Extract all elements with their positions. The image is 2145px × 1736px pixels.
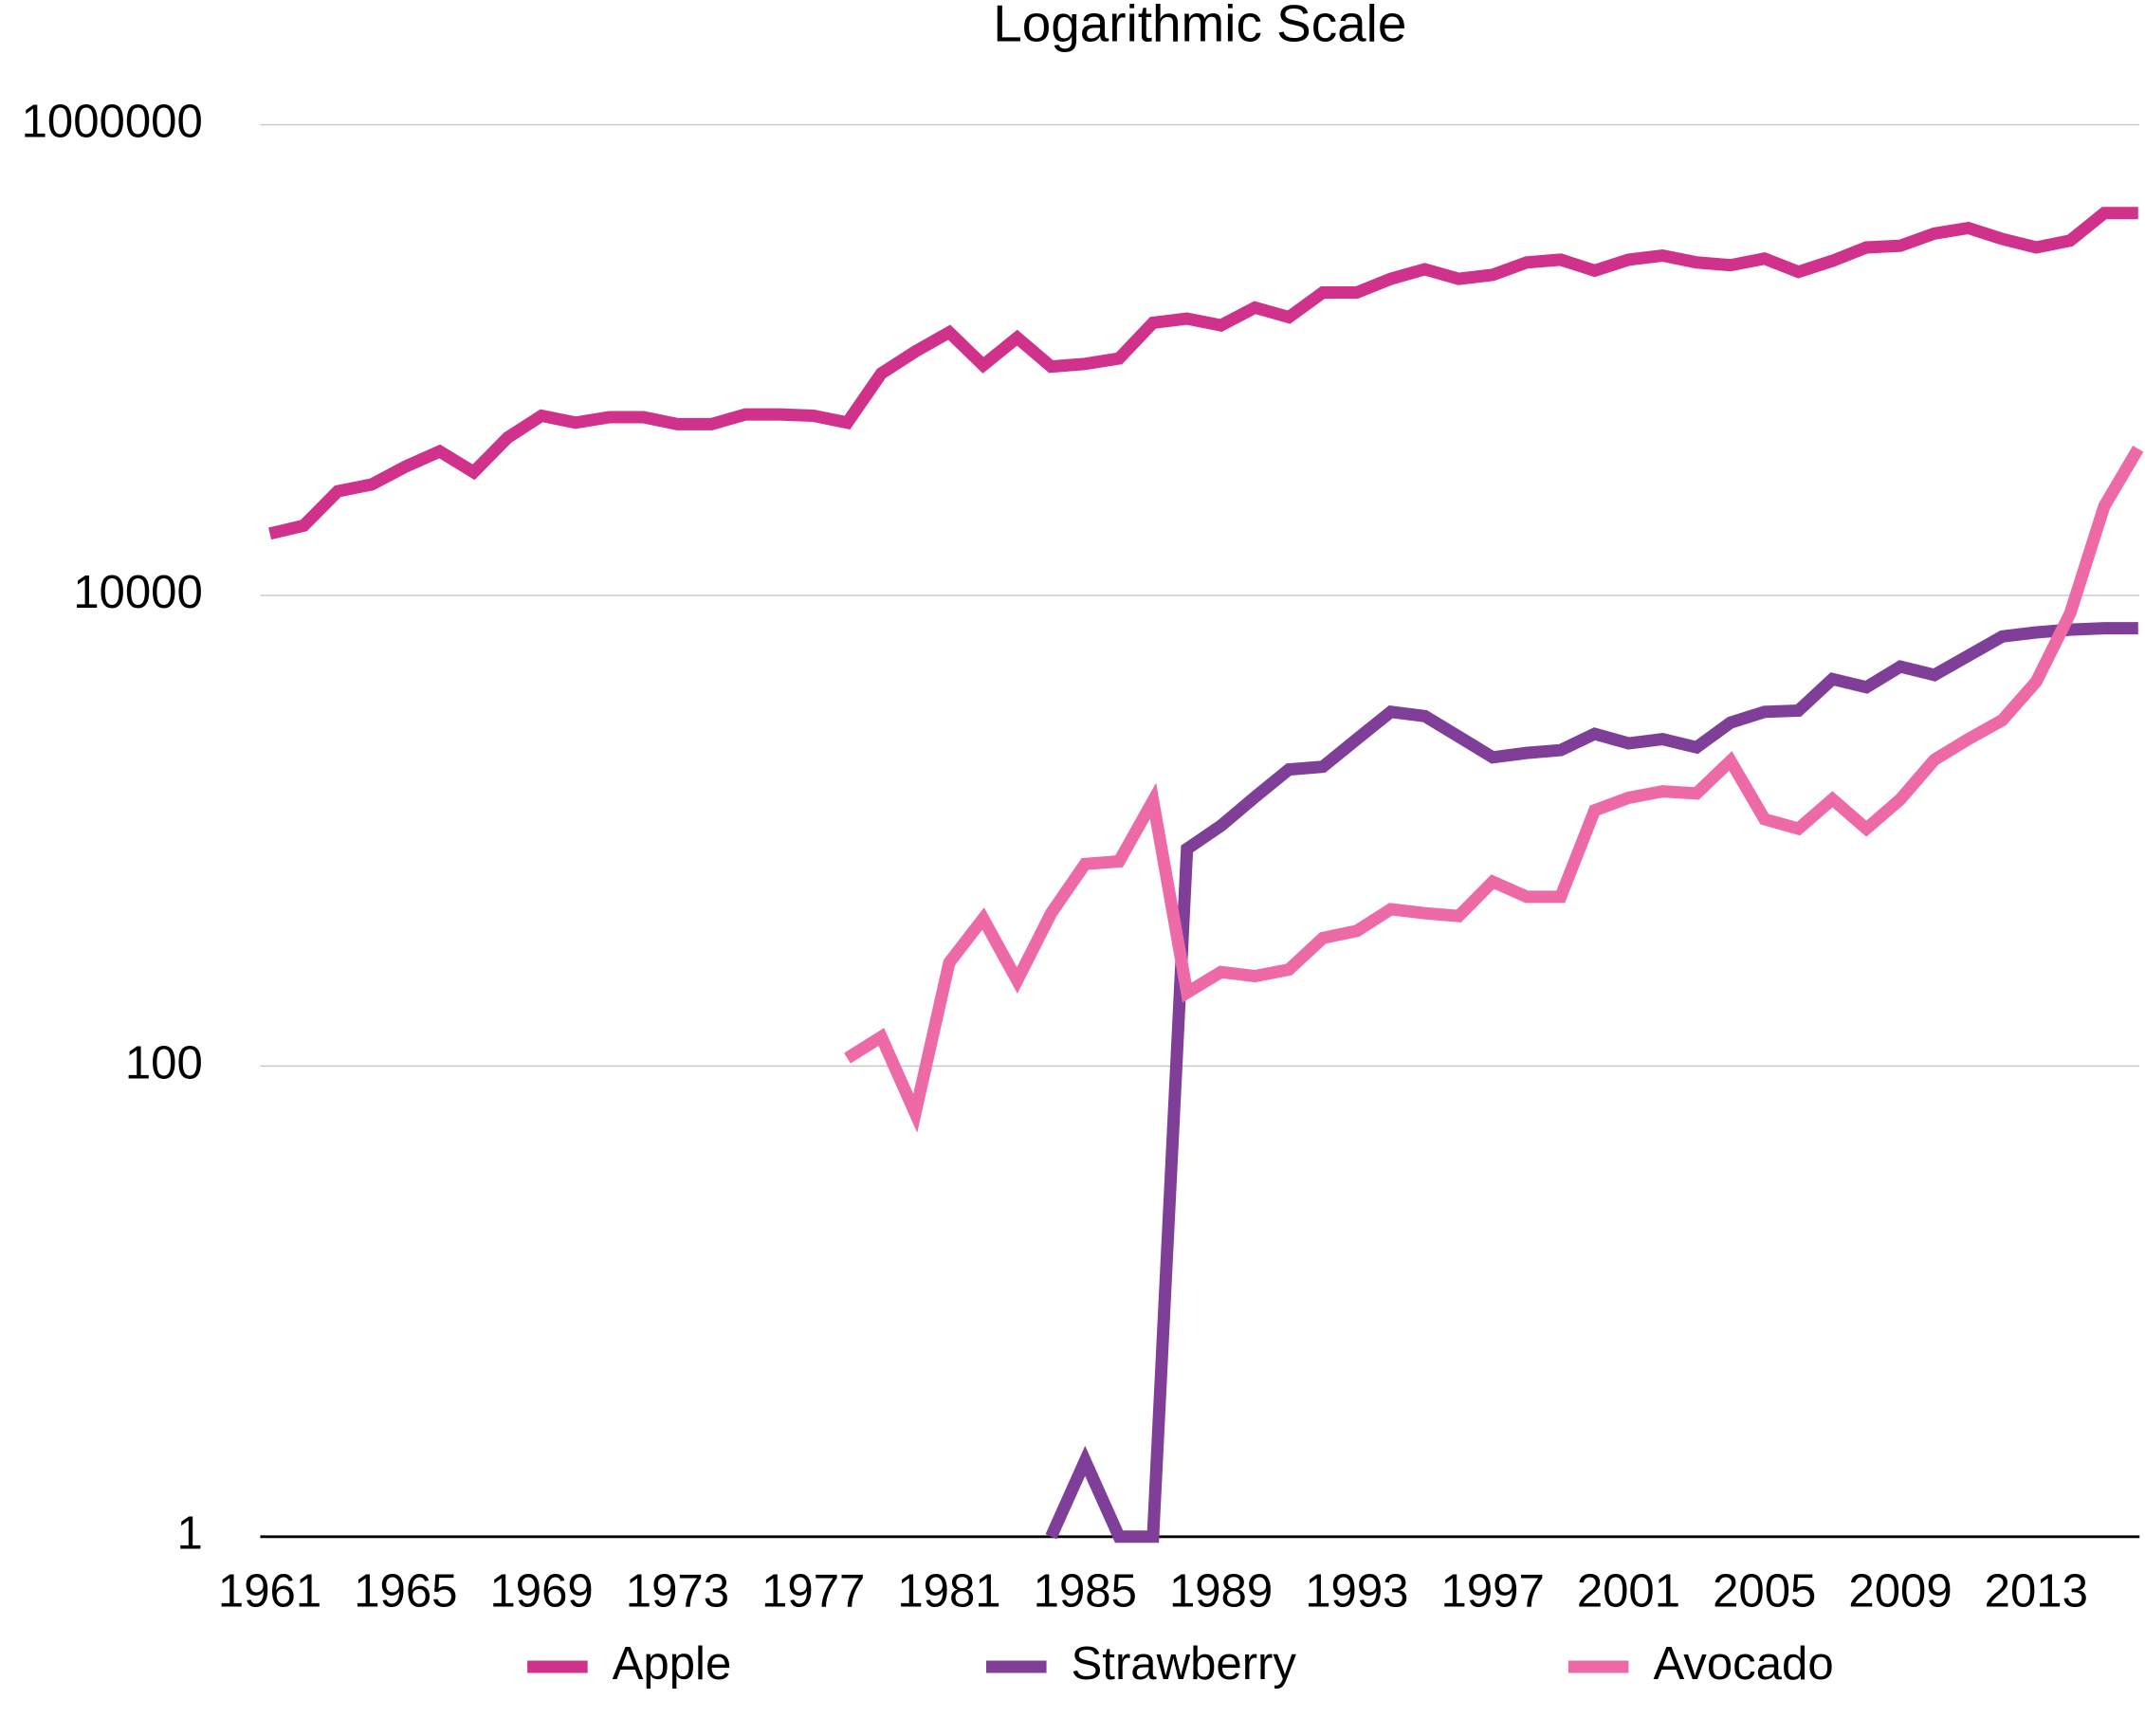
y-tick-label: 10000 xyxy=(73,567,203,618)
x-tick-label: 2009 xyxy=(1848,1565,1952,1617)
legend-label: Avocado xyxy=(1653,1638,1833,1690)
x-tick-label: 2005 xyxy=(1713,1565,1816,1617)
x-tick-label: 1969 xyxy=(490,1565,594,1617)
y-tick-label: 1 xyxy=(176,1508,202,1560)
x-tick-label: 1993 xyxy=(1305,1565,1408,1617)
series-line xyxy=(1045,622,2138,1544)
y-tick-label: 1000000 xyxy=(22,97,203,148)
y-tick-label: 100 xyxy=(125,1037,203,1088)
legend-label: Strawberry xyxy=(1072,1638,1297,1690)
legend-label: Apple xyxy=(613,1638,732,1690)
x-tick-label: 1961 xyxy=(218,1565,321,1617)
x-tick-label: 1989 xyxy=(1169,1565,1273,1617)
x-tick-label: 1981 xyxy=(897,1565,1000,1617)
series-line xyxy=(844,445,2144,1133)
chart-title: Logarithmic Scale xyxy=(993,0,1406,53)
x-tick-label: 1997 xyxy=(1441,1565,1545,1617)
x-tick-label: 1985 xyxy=(1034,1565,1137,1617)
x-tick-label: 2013 xyxy=(1985,1565,2088,1617)
series-line xyxy=(268,207,2138,540)
x-tick-label: 1977 xyxy=(761,1565,865,1617)
x-tick-label: 2001 xyxy=(1577,1565,1680,1617)
x-tick-label: 1973 xyxy=(626,1565,729,1617)
x-tick-label: 1965 xyxy=(354,1565,457,1617)
